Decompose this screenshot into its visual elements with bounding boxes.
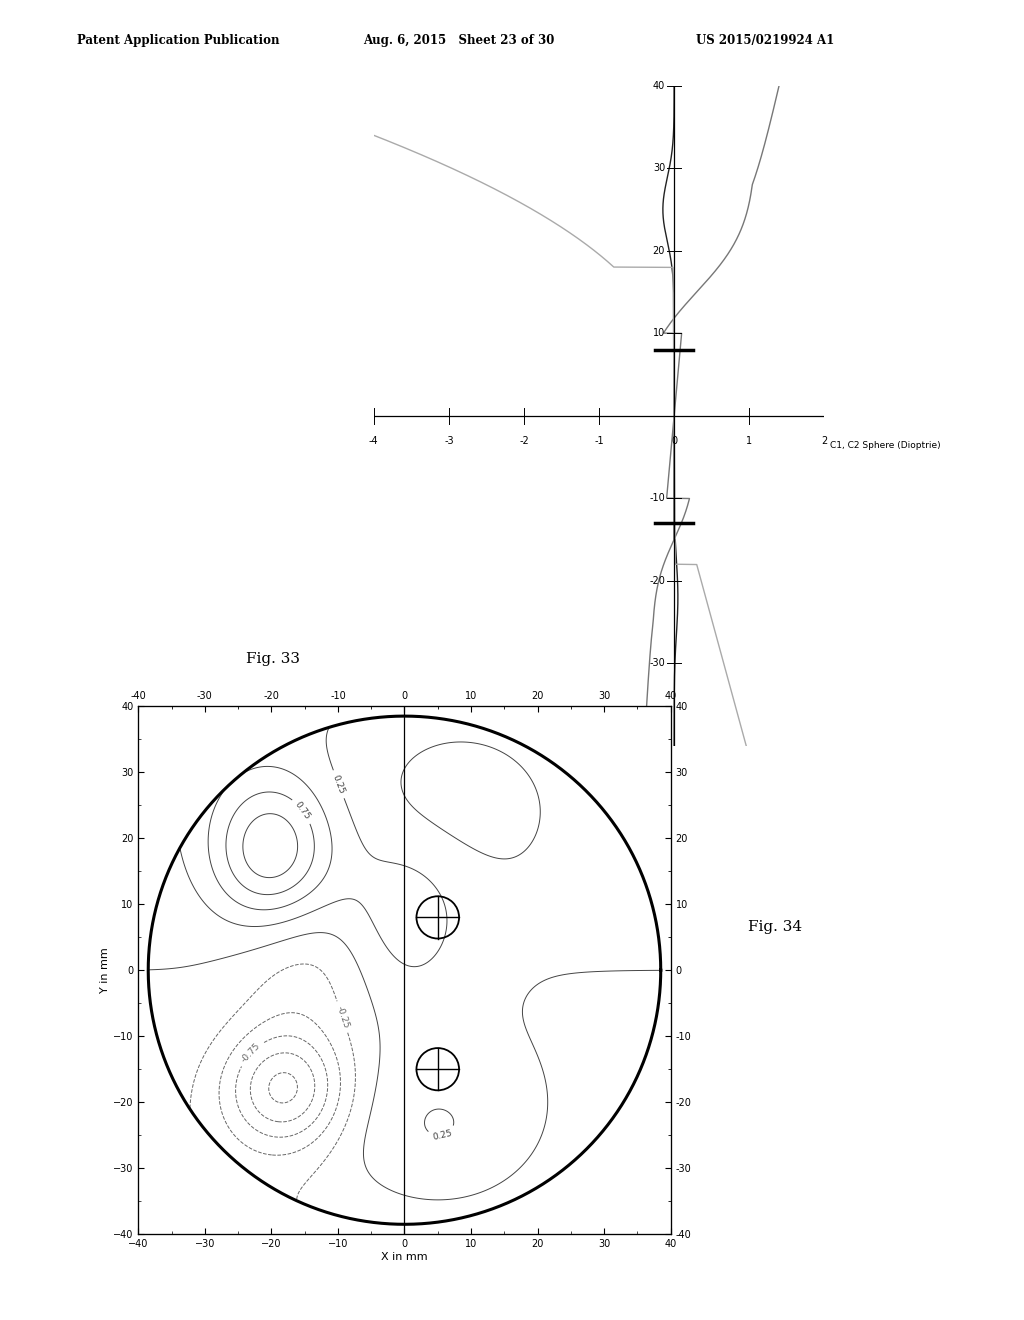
Text: -20: -20 [649,576,666,586]
Text: -0.75: -0.75 [240,1041,262,1064]
Text: -3: -3 [444,437,454,446]
Text: C1, C2 Sphere (Dioptrie): C1, C2 Sphere (Dioptrie) [830,441,941,450]
Text: 40: 40 [653,81,666,91]
Text: -0.25: -0.25 [335,1005,350,1030]
Text: 2: 2 [821,437,827,446]
X-axis label: X in mm: X in mm [381,1251,428,1262]
Text: 0: 0 [671,437,677,446]
Text: 10: 10 [653,329,666,338]
Text: Patent Application Publication: Patent Application Publication [77,34,280,48]
Text: Fig. 33: Fig. 33 [246,652,300,665]
Text: 0.25: 0.25 [432,1129,454,1142]
Text: -40: -40 [649,741,666,751]
Text: Fig. 34: Fig. 34 [748,920,802,933]
Text: 30: 30 [653,164,666,173]
Text: -4: -4 [369,437,379,446]
Y-axis label: Y in mm: Y in mm [100,948,111,993]
Text: Aug. 6, 2015   Sheet 23 of 30: Aug. 6, 2015 Sheet 23 of 30 [364,34,555,48]
Text: 0.75: 0.75 [293,800,312,821]
Text: US 2015/0219924 A1: US 2015/0219924 A1 [696,34,835,48]
Text: 1: 1 [746,437,753,446]
Text: -1: -1 [594,437,604,446]
Text: -30: -30 [649,659,666,668]
Text: 20: 20 [652,246,666,256]
Text: 0.25: 0.25 [331,774,346,795]
Text: -10: -10 [649,494,666,503]
Text: -2: -2 [519,437,528,446]
